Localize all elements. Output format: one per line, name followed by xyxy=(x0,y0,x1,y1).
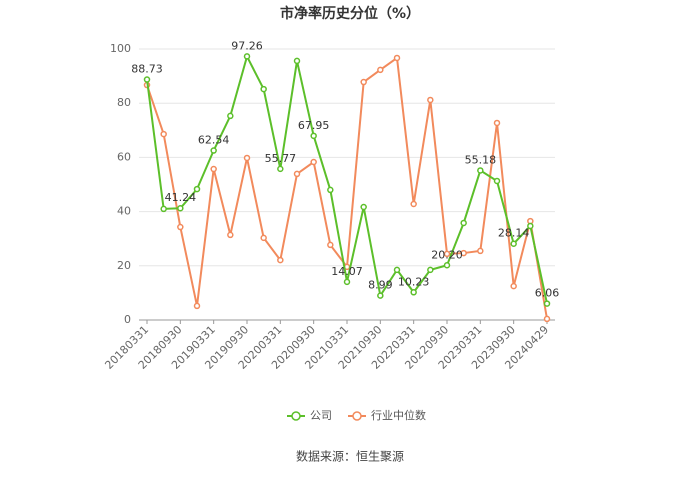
data-label: 55.18 xyxy=(465,153,497,166)
point xyxy=(427,96,434,104)
y-tick-label: 40 xyxy=(117,205,131,218)
point xyxy=(443,250,451,258)
point xyxy=(193,185,201,193)
data-label: 20.20 xyxy=(431,248,463,261)
point xyxy=(243,154,251,162)
point xyxy=(277,165,284,173)
legend-marker xyxy=(291,411,301,421)
point xyxy=(343,278,351,286)
point xyxy=(327,186,334,194)
data-label: 6.06 xyxy=(535,287,560,300)
point xyxy=(510,282,517,290)
point xyxy=(410,289,417,296)
data-label: 55.77 xyxy=(265,152,297,165)
point xyxy=(310,132,317,140)
data-label: 28.14 xyxy=(498,227,530,240)
point xyxy=(410,200,417,208)
point xyxy=(310,158,317,166)
point xyxy=(377,292,384,299)
chart-title: 市净率历史分位（%） xyxy=(280,5,420,22)
point xyxy=(260,234,267,242)
legend-label: 行业中位数 xyxy=(371,408,426,422)
point xyxy=(360,78,367,86)
point xyxy=(143,76,151,83)
point xyxy=(460,249,467,257)
point xyxy=(493,119,501,127)
point xyxy=(293,57,301,65)
point xyxy=(443,262,451,269)
data-label: 8.99 xyxy=(368,279,393,292)
point xyxy=(227,231,234,239)
point xyxy=(510,240,517,247)
y-tick-label: 0 xyxy=(124,313,131,326)
point xyxy=(543,315,551,323)
point xyxy=(477,167,484,174)
source: 数据来源：恒生聚源 xyxy=(296,449,404,464)
point xyxy=(260,85,267,93)
legend-marker xyxy=(352,411,362,421)
y-tick-label: 80 xyxy=(117,96,131,109)
data-label: 97.26 xyxy=(231,39,263,52)
data-label: 41.24 xyxy=(165,191,197,204)
point xyxy=(177,223,184,231)
point xyxy=(460,219,467,227)
point xyxy=(227,112,234,120)
data-label: 88.73 xyxy=(131,63,163,76)
point xyxy=(393,266,401,274)
point xyxy=(277,256,284,264)
point xyxy=(193,302,201,310)
data-label: 67.95 xyxy=(298,119,330,132)
y-tick-label: 60 xyxy=(117,150,131,163)
data-label: 14.07 xyxy=(331,265,363,278)
point xyxy=(293,170,301,178)
point xyxy=(210,165,217,173)
point xyxy=(493,177,501,185)
point xyxy=(177,204,184,212)
data-label: 62.54 xyxy=(198,134,230,147)
point xyxy=(543,300,551,307)
y-tick-label: 20 xyxy=(117,259,131,272)
point xyxy=(393,54,401,62)
y-tick-label: 100 xyxy=(110,42,131,55)
point xyxy=(210,147,217,154)
point xyxy=(477,247,484,255)
data-label: 10.23 xyxy=(398,275,430,288)
point xyxy=(327,241,334,249)
point xyxy=(243,53,251,60)
point xyxy=(160,205,167,213)
legend-label: 公司 xyxy=(310,409,332,422)
point xyxy=(160,130,167,138)
point xyxy=(360,203,367,211)
point xyxy=(527,222,534,230)
point xyxy=(427,266,434,274)
point xyxy=(377,66,384,74)
